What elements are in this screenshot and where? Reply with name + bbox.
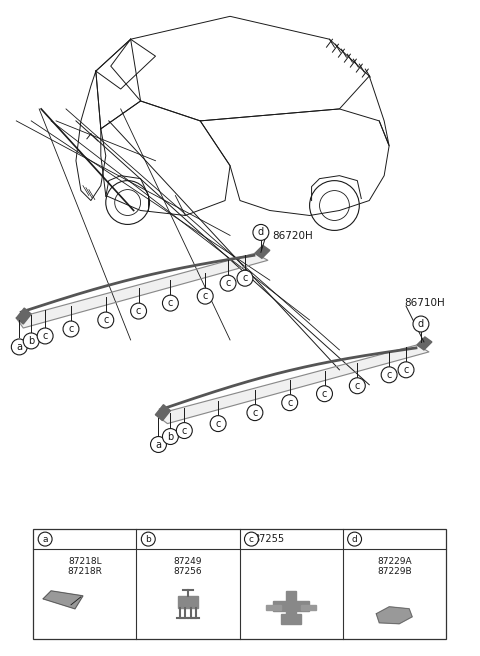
Polygon shape bbox=[301, 605, 316, 610]
Bar bbox=[33, 529, 446, 639]
Text: b: b bbox=[145, 535, 151, 544]
Circle shape bbox=[63, 321, 79, 337]
Polygon shape bbox=[156, 405, 170, 420]
Text: b: b bbox=[168, 432, 174, 441]
Text: c: c bbox=[403, 365, 409, 375]
Polygon shape bbox=[43, 591, 83, 609]
Polygon shape bbox=[286, 591, 296, 614]
Circle shape bbox=[23, 333, 39, 349]
Polygon shape bbox=[178, 596, 198, 608]
Polygon shape bbox=[281, 614, 301, 624]
Circle shape bbox=[98, 312, 114, 328]
Polygon shape bbox=[376, 607, 412, 624]
Polygon shape bbox=[417, 337, 432, 350]
Polygon shape bbox=[16, 308, 31, 324]
Circle shape bbox=[237, 270, 253, 286]
Text: c: c bbox=[322, 389, 327, 399]
Text: d: d bbox=[258, 228, 264, 237]
Text: c: c bbox=[287, 398, 292, 407]
Text: 86710H: 86710H bbox=[404, 298, 445, 308]
Text: c: c bbox=[355, 380, 360, 391]
Polygon shape bbox=[255, 245, 270, 258]
Circle shape bbox=[38, 532, 52, 546]
Circle shape bbox=[244, 532, 258, 546]
Text: c: c bbox=[42, 331, 48, 341]
Text: 87229A
87229B: 87229A 87229B bbox=[377, 557, 411, 577]
Circle shape bbox=[381, 367, 397, 382]
Circle shape bbox=[210, 416, 226, 432]
Text: 87218L
87218R: 87218L 87218R bbox=[67, 557, 102, 577]
Text: a: a bbox=[16, 342, 22, 352]
Circle shape bbox=[253, 224, 269, 240]
Circle shape bbox=[413, 316, 429, 332]
Text: d: d bbox=[352, 535, 358, 544]
Circle shape bbox=[141, 532, 155, 546]
Circle shape bbox=[176, 422, 192, 438]
Text: c: c bbox=[386, 370, 392, 380]
Circle shape bbox=[247, 405, 263, 420]
Text: 87255: 87255 bbox=[254, 534, 285, 544]
Text: d: d bbox=[418, 319, 424, 329]
Text: c: c bbox=[203, 291, 208, 301]
Circle shape bbox=[316, 386, 333, 401]
Text: a: a bbox=[156, 440, 161, 449]
Text: c: c bbox=[242, 273, 248, 283]
Circle shape bbox=[162, 295, 179, 311]
Text: c: c bbox=[168, 298, 173, 308]
Circle shape bbox=[12, 339, 27, 355]
Circle shape bbox=[220, 276, 236, 291]
Polygon shape bbox=[266, 605, 281, 610]
Polygon shape bbox=[273, 601, 309, 611]
Polygon shape bbox=[156, 345, 429, 424]
Text: c: c bbox=[68, 324, 73, 334]
Circle shape bbox=[349, 378, 365, 394]
Text: 87249
87256: 87249 87256 bbox=[174, 557, 202, 577]
Text: a: a bbox=[42, 535, 48, 544]
Text: b: b bbox=[28, 336, 35, 346]
Circle shape bbox=[398, 362, 414, 378]
Circle shape bbox=[131, 303, 146, 319]
Circle shape bbox=[348, 532, 361, 546]
Circle shape bbox=[162, 428, 179, 445]
Text: c: c bbox=[103, 315, 108, 325]
Text: c: c bbox=[136, 306, 141, 316]
Text: c: c bbox=[226, 278, 231, 288]
Text: c: c bbox=[249, 535, 254, 544]
Text: c: c bbox=[252, 407, 258, 418]
Circle shape bbox=[282, 395, 298, 411]
Text: 86720H: 86720H bbox=[272, 232, 312, 241]
Text: c: c bbox=[216, 419, 221, 428]
Text: c: c bbox=[181, 426, 187, 436]
Circle shape bbox=[197, 288, 213, 304]
Circle shape bbox=[151, 436, 167, 453]
Polygon shape bbox=[16, 253, 268, 328]
Circle shape bbox=[37, 328, 53, 344]
